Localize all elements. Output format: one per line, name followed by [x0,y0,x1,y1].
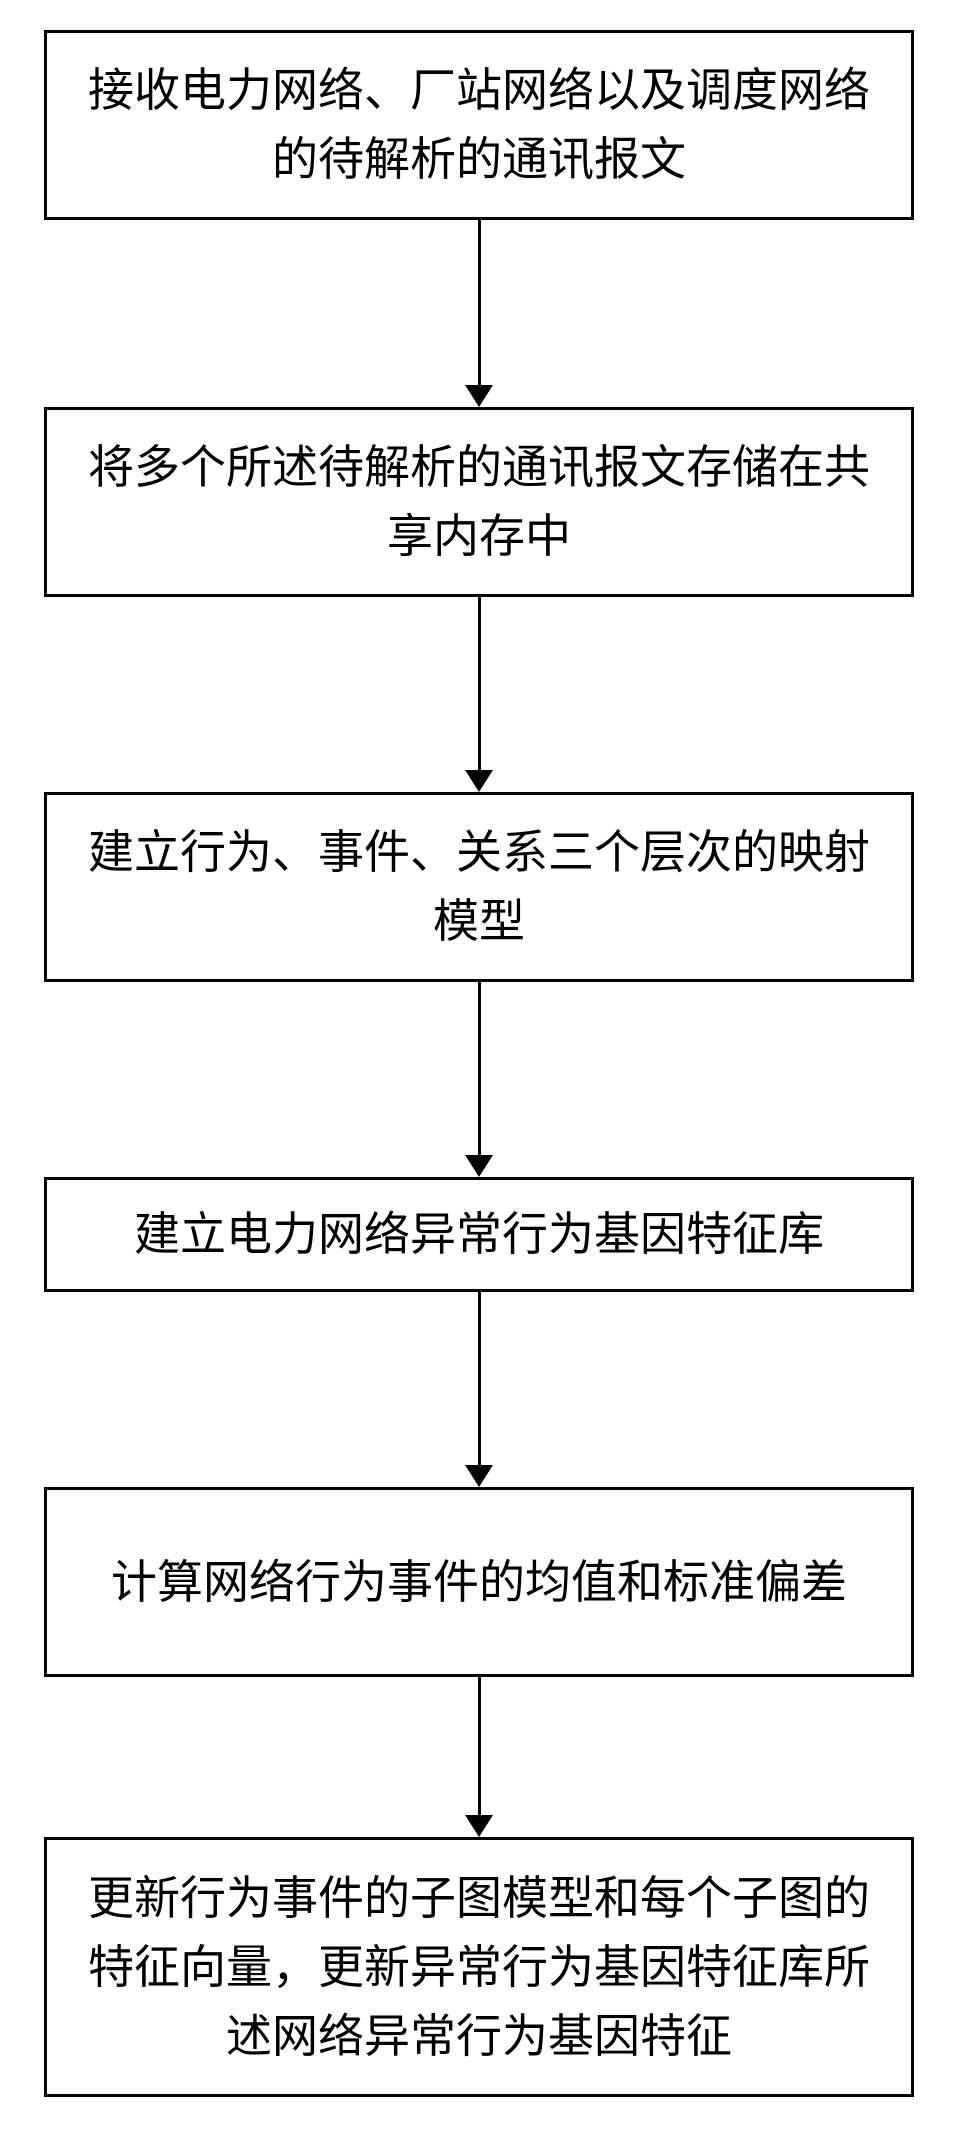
arrow-line [478,1292,481,1465]
arrow-line [478,982,481,1155]
step-text: 建立行为、事件、关系三个层次的映射模型 [77,818,881,956]
step-text: 将多个所述待解析的通讯报文存储在共享内存中 [77,433,881,571]
arrow-3 [465,982,493,1177]
arrow-head-icon [465,1465,493,1487]
arrow-4 [465,1292,493,1487]
arrow-5 [465,1677,493,1837]
arrow-head-icon [465,1815,493,1837]
step-text: 接收电力网络、厂站网络以及调度网络的待解析的通讯报文 [77,56,881,194]
arrow-1 [465,220,493,407]
arrow-head-icon [465,770,493,792]
flowchart-step-1: 接收电力网络、厂站网络以及调度网络的待解析的通讯报文 [44,30,914,220]
flowchart-container: 接收电力网络、厂站网络以及调度网络的待解析的通讯报文 将多个所述待解析的通讯报文… [0,0,958,2097]
arrow-2 [465,597,493,792]
flowchart-step-3: 建立行为、事件、关系三个层次的映射模型 [44,792,914,982]
step-text: 更新行为事件的子图模型和每个子图的特征向量，更新异常行为基因特征库所述网络异常行… [77,1864,881,2071]
flowchart-step-6: 更新行为事件的子图模型和每个子图的特征向量，更新异常行为基因特征库所述网络异常行… [44,1837,914,2097]
arrow-head-icon [465,385,493,407]
flowchart-step-5: 计算网络行为事件的均值和标准偏差 [44,1487,914,1677]
arrow-head-icon [465,1155,493,1177]
arrow-line [478,220,481,385]
flowchart-step-4: 建立电力网络异常行为基因特征库 [44,1177,914,1292]
step-text: 建立电力网络异常行为基因特征库 [134,1200,824,1269]
arrow-line [478,1677,481,1815]
flowchart-step-2: 将多个所述待解析的通讯报文存储在共享内存中 [44,407,914,597]
step-text: 计算网络行为事件的均值和标准偏差 [111,1548,847,1617]
arrow-line [478,597,481,770]
